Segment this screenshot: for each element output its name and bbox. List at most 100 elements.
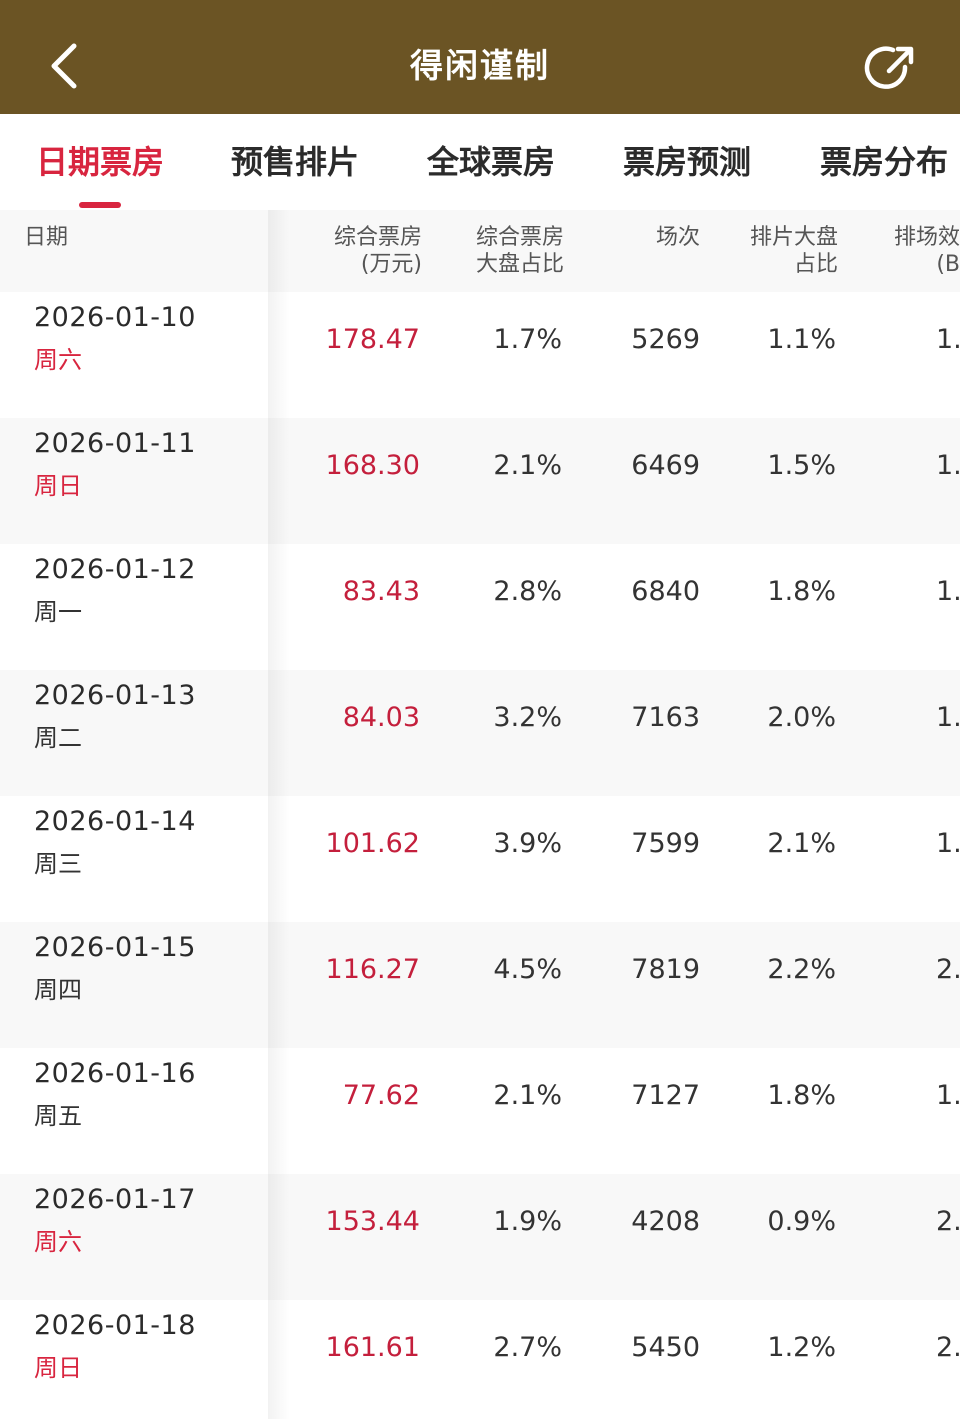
box-share-value: 3.9% [493, 828, 562, 859]
shows-value: 7599 [631, 828, 700, 859]
date-cell: 2026-01-11 周日 [0, 418, 268, 544]
box-office-value: 161.61 [325, 1332, 420, 1363]
title-bar: 得闲谨制 [0, 0, 960, 114]
table-row[interactable]: 2026-01-12 周一 83.43 2.8% 6840 1.8% 1. [0, 544, 960, 670]
weekday-text: 周六 [34, 346, 82, 374]
show-share-value: 1.1% [767, 324, 836, 355]
table-row[interactable]: 2026-01-13 周二 84.03 3.2% 7163 2.0% 1. [0, 670, 960, 796]
date-text: 2026-01-18 [34, 1310, 196, 1341]
table-row[interactable]: 2026-01-10 周六 178.47 1.7% 5269 1.1% 1. [0, 292, 960, 418]
table-body: 2026-01-10 周六 178.47 1.7% 5269 1.1% 1. 2… [0, 292, 960, 1419]
weekday-text: 周四 [34, 976, 82, 1004]
box-share-value: 1.7% [493, 324, 562, 355]
show-share-value: 2.2% [767, 954, 836, 985]
efficiency-value: 1. [936, 450, 960, 481]
box-office-value: 77.62 [342, 1080, 420, 1111]
efficiency-value: 2. [936, 954, 960, 985]
weekday-text: 周三 [34, 850, 82, 878]
box-share-value: 1.9% [493, 1206, 562, 1237]
weekday-text: 周五 [34, 1102, 82, 1130]
share-icon [864, 46, 914, 89]
table-row[interactable]: 2026-01-18 周日 161.61 2.7% 5450 1.2% 2. [0, 1300, 960, 1419]
table-row[interactable]: 2026-01-15 周四 116.27 4.5% 7819 2.2% 2. [0, 922, 960, 1048]
page-title: 得闲谨制 [410, 46, 550, 85]
shows-value: 5450 [631, 1332, 700, 1363]
show-share-value: 0.9% [767, 1206, 836, 1237]
tab-global-box-office[interactable]: 全球票房 [427, 143, 556, 181]
weekday-text: 周一 [34, 598, 82, 626]
box-share-value: 2.1% [493, 450, 562, 481]
date-cell: 2026-01-15 周四 [0, 922, 268, 1048]
efficiency-value: 1. [936, 828, 960, 859]
box-office-value: 84.03 [342, 702, 420, 733]
tab-box-office-distribution[interactable]: 票房分布 [820, 143, 949, 181]
column-header-box-office[interactable]: 综合票房 (万元) [333, 225, 422, 277]
weekday-text: 周日 [34, 1354, 82, 1382]
active-tab-indicator [79, 202, 121, 208]
shows-value: 7163 [631, 702, 700, 733]
weekday-text: 周二 [34, 724, 82, 752]
column-header-shows[interactable]: 场次 [655, 225, 700, 250]
efficiency-value: 2. [936, 1332, 960, 1363]
tab-date-box-office[interactable]: 日期票房 [36, 143, 165, 181]
show-share-value: 2.0% [767, 702, 836, 733]
show-share-value: 1.8% [767, 1080, 836, 1111]
table-header: 日期 综合票房 (万元) 综合票房 大盘占比 场次 排片大盘 占比 排场效益 (… [0, 210, 960, 292]
box-office-value: 83.43 [342, 576, 420, 607]
date-text: 2026-01-13 [34, 680, 196, 711]
table-row[interactable]: 2026-01-14 周三 101.62 3.9% 7599 2.1% 1. [0, 796, 960, 922]
date-text: 2026-01-10 [34, 302, 196, 333]
date-text: 2026-01-12 [34, 554, 196, 585]
date-text: 2026-01-14 [34, 806, 196, 837]
date-text: 2026-01-16 [34, 1058, 196, 1089]
box-office-value: 168.30 [325, 450, 420, 481]
weekday-text: 周日 [34, 472, 82, 500]
date-cell: 2026-01-12 周一 [0, 544, 268, 670]
date-cell: 2026-01-13 周二 [0, 670, 268, 796]
efficiency-value: 1. [936, 324, 960, 355]
show-share-value: 1.8% [767, 576, 836, 607]
column-header-box-share[interactable]: 综合票房 大盘占比 [475, 225, 564, 277]
box-share-value: 2.7% [493, 1332, 562, 1363]
column-header-show-share[interactable]: 排片大盘 占比 [749, 225, 838, 277]
box-share-value: 2.8% [493, 576, 562, 607]
shows-value: 4208 [631, 1206, 700, 1237]
box-share-value: 3.2% [493, 702, 562, 733]
tab-presale-schedule[interactable]: 预售排片 [231, 143, 360, 181]
box-office-value: 178.47 [325, 324, 420, 355]
shows-value: 7127 [631, 1080, 700, 1111]
date-cell: 2026-01-17 周六 [0, 1174, 268, 1300]
box-share-value: 4.5% [493, 954, 562, 985]
date-cell: 2026-01-14 周三 [0, 796, 268, 922]
box-office-value: 116.27 [325, 954, 420, 985]
table-row[interactable]: 2026-01-11 周日 168.30 2.1% 6469 1.5% 1. [0, 418, 960, 544]
box-office-value: 101.62 [325, 828, 420, 859]
show-share-value: 2.1% [767, 828, 836, 859]
share-button[interactable] [862, 40, 920, 98]
efficiency-value: 2. [936, 1206, 960, 1237]
column-header-date[interactable]: 日期 [24, 225, 69, 250]
date-text: 2026-01-11 [34, 428, 196, 459]
chevron-left-icon [51, 43, 77, 89]
efficiency-value: 1. [936, 1080, 960, 1111]
shows-value: 7819 [631, 954, 700, 985]
efficiency-value: 1. [936, 576, 960, 607]
show-share-value: 1.2% [767, 1332, 836, 1363]
table-row[interactable]: 2026-01-16 周五 77.62 2.1% 7127 1.8% 1. [0, 1048, 960, 1174]
date-cell: 2026-01-10 周六 [0, 292, 268, 418]
shows-value: 6840 [631, 576, 700, 607]
tab-bar: 日期票房 预售排片 全球票房 票房预测 票房分布 [0, 114, 960, 210]
weekday-text: 周六 [34, 1228, 82, 1256]
table-row[interactable]: 2026-01-17 周六 153.44 1.9% 4208 0.9% 2. [0, 1174, 960, 1300]
show-share-value: 1.5% [767, 450, 836, 481]
box-share-value: 2.1% [493, 1080, 562, 1111]
tab-box-office-forecast[interactable]: 票房预测 [623, 143, 752, 181]
back-button[interactable] [38, 34, 90, 98]
date-cell: 2026-01-18 周日 [0, 1300, 268, 1419]
date-cell: 2026-01-16 周五 [0, 1048, 268, 1174]
efficiency-value: 1. [936, 702, 960, 733]
box-office-value: 153.44 [325, 1206, 420, 1237]
shows-value: 6469 [631, 450, 700, 481]
column-header-efficiency[interactable]: 排场效益 (B值 [893, 225, 960, 277]
date-text: 2026-01-17 [34, 1184, 196, 1215]
